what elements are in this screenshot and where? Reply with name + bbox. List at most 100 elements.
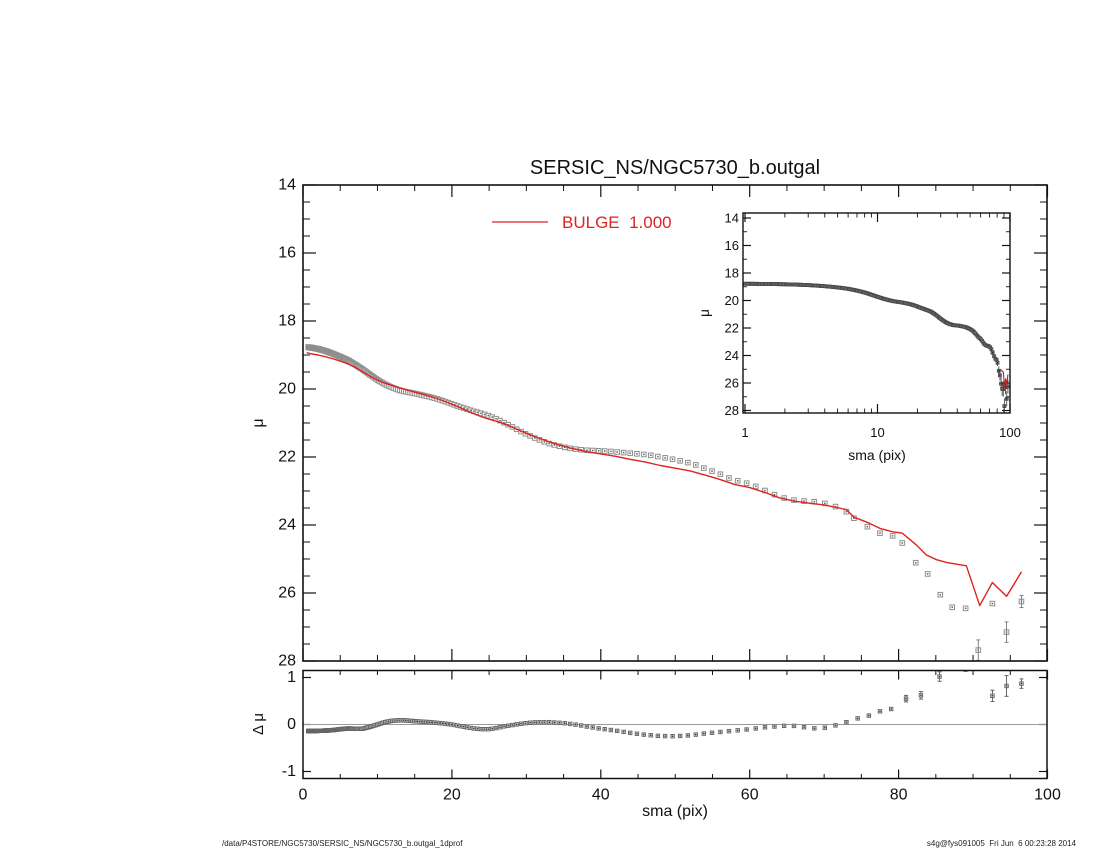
tick-label: 40 (592, 787, 610, 804)
data-point-dot (447, 723, 450, 725)
data-point-dot (813, 727, 816, 730)
data-point-dot (834, 724, 837, 727)
data-point-dot (574, 723, 577, 726)
main-data-series (305, 344, 1025, 661)
data-point-dot (1004, 386, 1007, 389)
tick-label: 20 (725, 293, 739, 308)
data-point-dot (636, 733, 638, 735)
data-point-dot (524, 433, 527, 435)
tick-label: 1 (741, 425, 748, 440)
data-point-dot (793, 499, 795, 501)
tick-label: 20 (443, 787, 461, 804)
data-point-dot (469, 409, 472, 411)
data-point-dot (499, 419, 501, 422)
data-point-dot (711, 732, 713, 734)
data-point-dot (483, 728, 486, 730)
data-point-dot (736, 480, 739, 482)
data-point-dot (480, 728, 482, 730)
data-point-dot (914, 561, 917, 564)
data-point-dot (845, 721, 848, 723)
residual-panel-frame (302, 669, 1048, 780)
tick-label: 100 (999, 425, 1021, 440)
data-point-dot (441, 722, 444, 725)
data-point-dot (1005, 398, 1008, 400)
data-point-dot (745, 728, 748, 731)
data-point-dot (1007, 385, 1009, 388)
data-point-dot (453, 724, 456, 726)
tick-label: 14 (725, 211, 739, 226)
legend-label: BULGE 1.000 (562, 213, 672, 232)
tick-label: 24 (278, 517, 296, 534)
data-point-dot (538, 439, 541, 441)
data-point-dot (548, 721, 551, 723)
tick-label: 80 (890, 787, 908, 804)
data-point-dot (965, 665, 967, 667)
data-point-dot (610, 729, 612, 731)
plot-title: SERSIC_NS/NGC5730_b.outgal (530, 157, 820, 179)
data-point-dot (803, 726, 805, 728)
data-point-dot (503, 421, 505, 424)
data-point-dot (1005, 685, 1008, 687)
data-point-dot (664, 457, 666, 459)
data-point-dot (695, 464, 697, 466)
tick-label: 100 (1034, 787, 1061, 804)
main-y-axis-label: μ (250, 418, 267, 427)
data-point-dot (711, 470, 713, 472)
data-point-dot (553, 721, 556, 724)
data-point-dot (529, 721, 531, 724)
data-point-dot (671, 458, 674, 460)
data-point-dot (719, 473, 722, 475)
data-point-dot (991, 352, 994, 354)
residual-data-series (306, 662, 1024, 739)
data-point-dot (423, 721, 425, 723)
data-point-dot (687, 461, 689, 464)
data-point-dot (603, 450, 606, 452)
data-point-dot (563, 722, 566, 724)
data-point-dot (773, 493, 776, 496)
data-point-dot (533, 437, 536, 439)
data-point-dot (754, 727, 757, 730)
data-point-dot (964, 607, 967, 610)
inset-panel-frame (742, 212, 1011, 414)
data-point-dot (495, 417, 497, 420)
data-point-dot (543, 441, 546, 443)
data-point-dot (813, 501, 816, 503)
data-point-dot (990, 348, 993, 350)
data-point-dot (610, 450, 612, 453)
data-point-dot (754, 485, 757, 488)
data-point-marker (951, 662, 954, 665)
model-fit-line (306, 351, 1023, 607)
data-point-dot (459, 406, 462, 408)
data-point-dot (418, 720, 420, 723)
data-point-dot (793, 725, 795, 727)
data-point-dot (558, 445, 561, 447)
data-point-dot (764, 726, 766, 729)
tick-label: 60 (741, 787, 759, 804)
data-point-dot (466, 408, 468, 410)
residual-panel-content: 0 20 40 60 80 100-101 (282, 662, 1061, 804)
data-point-dot (469, 727, 472, 729)
data-point-dot (920, 694, 922, 697)
data-point-dot (879, 532, 881, 534)
data-point-dot (998, 370, 1000, 372)
data-point-dot (480, 412, 482, 415)
data-point-dot (643, 733, 645, 736)
data-point-dot (938, 675, 941, 678)
tick-label: 18 (725, 266, 739, 281)
tick-label: 18 (278, 313, 296, 330)
data-point-dot (580, 724, 582, 727)
data-point-dot (951, 606, 953, 609)
data-point-dot (438, 722, 441, 724)
data-point-dot (616, 730, 618, 732)
tick-label: 16 (725, 238, 739, 253)
tick-label: 14 (278, 177, 296, 194)
data-point-dot (868, 714, 870, 717)
data-point-dot (569, 723, 571, 725)
residual-y-axis-label: Δ μ (250, 713, 267, 735)
data-point-dot (616, 451, 618, 453)
data-point-dot (491, 727, 493, 730)
data-point-dot (597, 450, 600, 452)
data-point-dot (679, 735, 681, 737)
data-point-dot (444, 722, 447, 725)
